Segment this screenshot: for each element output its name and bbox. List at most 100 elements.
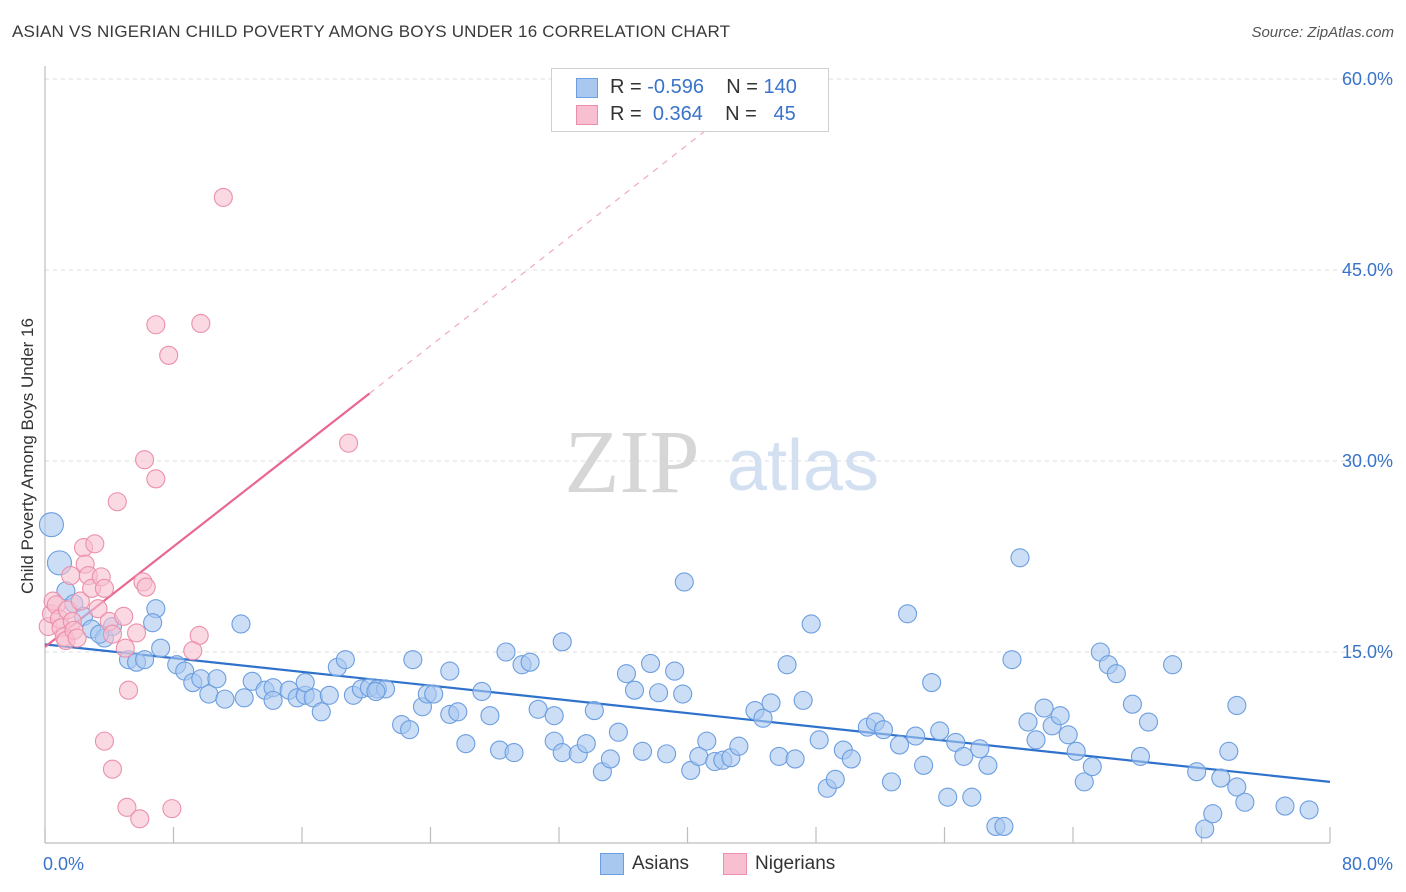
legend-r-value: -0.596 (647, 76, 704, 98)
asian-point (1034, 698, 1054, 718)
asian-point (231, 614, 251, 634)
asian-point (263, 690, 283, 710)
asian-point (809, 730, 829, 750)
asians-legend-label: Asians (632, 853, 690, 874)
nigerians-swatch (576, 105, 598, 125)
nigerians-trend-extension (369, 103, 740, 394)
nigerian-point (339, 433, 359, 453)
asian-point (761, 693, 781, 713)
watermark-zip: ZIP (565, 413, 700, 512)
y-tick-label: 45.0% (1342, 260, 1393, 280)
asian-point (480, 706, 500, 726)
asian-point (215, 689, 235, 709)
asian-point (520, 652, 540, 672)
asian-point (544, 706, 564, 726)
asian-point (641, 653, 661, 674)
asian-point (753, 708, 773, 728)
asian-point (600, 749, 620, 769)
asian-point (978, 755, 998, 775)
asian-point (424, 684, 444, 704)
correlation-legend: R = -0.596 N = 140 R = 0.364 N = 45 (551, 68, 829, 132)
asian-point (1163, 655, 1183, 675)
nigerian-point (127, 623, 147, 643)
y-tick-label: 30.0% (1342, 451, 1393, 471)
asian-point (793, 690, 813, 710)
asian-point (319, 685, 339, 705)
asian-point (632, 741, 653, 761)
nigerian-point (191, 313, 211, 334)
nigerian-point (94, 731, 114, 751)
asian-point (970, 739, 990, 759)
nigerian-point (117, 797, 137, 817)
nigerians-legend-label: Nigerians (755, 853, 836, 874)
asian-point (825, 769, 845, 789)
asian-point (962, 787, 982, 807)
asian-point (528, 699, 548, 719)
asian-point (143, 613, 163, 633)
asian-point (930, 721, 950, 741)
asian-point (898, 604, 918, 624)
nigerian-point (159, 345, 179, 365)
asian-point (1018, 712, 1038, 732)
nigerian-point (162, 799, 182, 819)
asian-point (1058, 725, 1078, 745)
asian-point (994, 816, 1014, 836)
y-tick-label: 60.0% (1342, 69, 1393, 89)
x-tick-label: 80.0% (1342, 854, 1393, 874)
asian-point (552, 743, 572, 763)
asian-point (456, 734, 476, 754)
asian-point (881, 772, 902, 792)
asian-point (1082, 757, 1102, 777)
asians-legend-swatch (600, 853, 624, 875)
nigerian-point (88, 599, 108, 619)
asian-point (1066, 741, 1086, 761)
asian-point (777, 655, 797, 675)
asian-point (440, 661, 460, 681)
asian-point (400, 720, 420, 740)
asian-point (472, 681, 492, 702)
nigerian-point (107, 492, 127, 512)
asian-point (366, 681, 386, 702)
asian-point (1026, 730, 1046, 750)
asian-point (906, 726, 926, 746)
nigerian-point (70, 591, 90, 611)
nigerian-point (85, 534, 105, 554)
legend-r-label: R = (610, 76, 642, 98)
asian-point (335, 650, 355, 670)
asian-point (151, 638, 171, 658)
asian-point (448, 702, 468, 722)
legend-n-label: N = (725, 103, 757, 125)
nigerian-point (102, 759, 123, 779)
asian-point (841, 749, 861, 769)
asian-point (954, 746, 974, 766)
legend-n-value: 45 (773, 103, 796, 125)
asian-point (938, 787, 958, 807)
legend-r-label: R = (610, 103, 642, 125)
legend-n-label: N = (726, 76, 758, 98)
nigerian-point (146, 315, 166, 335)
nigerian-point (114, 606, 134, 626)
asian-point (657, 744, 677, 764)
asian-point (1010, 548, 1030, 568)
asian-point (729, 736, 749, 756)
asian-point (914, 755, 934, 775)
asian-point (1106, 664, 1126, 684)
asian-point (785, 749, 805, 769)
asian-point (1138, 712, 1159, 732)
watermark-atlas: atlas (727, 426, 879, 506)
asians-trend-line (44, 643, 1331, 783)
asian-point (801, 614, 821, 634)
asian-point (1227, 777, 1247, 797)
asian-point (697, 731, 717, 751)
asian-point (1275, 796, 1295, 816)
asian-point (1211, 768, 1231, 788)
legend-n-value: 140 (763, 76, 797, 98)
asian-point (1130, 746, 1151, 766)
nigerian-point (67, 628, 87, 648)
nigerian-point (136, 577, 156, 597)
asians-swatch (576, 78, 598, 98)
legend-r-value: 0.364 (652, 103, 703, 125)
asian-point (584, 701, 604, 721)
asian-point (1074, 772, 1094, 792)
